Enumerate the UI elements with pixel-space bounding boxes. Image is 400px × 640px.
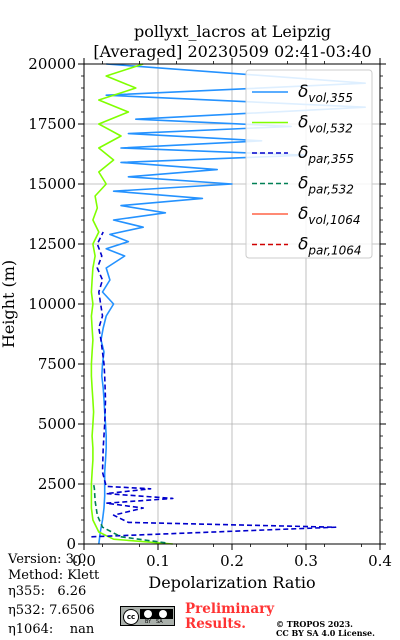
series-line-par-532 — [92, 483, 166, 544]
info-method: Method: Klett — [8, 568, 100, 583]
series-line-par-355 — [91, 231, 337, 538]
x-tick-label: 0.2 — [220, 552, 244, 570]
y-tick-label: 10000 — [28, 295, 76, 313]
info-eta1064: η1064: nan — [8, 622, 95, 637]
y-tick-label: 7500 — [38, 355, 76, 373]
cc-license-icon: cc BY SA — [120, 606, 175, 626]
x-tick-label: 0.3 — [294, 552, 318, 570]
preliminary-line2: Results. — [185, 616, 246, 632]
copyright-line1: © TROPOS 2023. — [276, 619, 353, 629]
preliminary-results-note: Preliminary Results. — [185, 602, 274, 632]
x-axis-label: Depolarization Ratio — [148, 573, 315, 592]
legend-entry: δvol,1064 — [298, 204, 361, 227]
y-axis-label: Height (m) — [0, 260, 18, 348]
legend-entry: δvol,355 — [298, 82, 353, 105]
legend-entry: δpar,532 — [298, 174, 354, 197]
series-line-vol-532 — [90, 63, 173, 545]
y-tick-label: 0 — [66, 535, 76, 553]
preliminary-line1: Preliminary — [185, 601, 275, 617]
y-tick-label: 20000 — [28, 55, 76, 73]
series-line-vol-355 — [98, 63, 367, 545]
copyright-note: © TROPOS 2023. CC BY SA 4.0 License. — [276, 620, 375, 638]
y-tick-label: 5000 — [38, 415, 76, 433]
chart-title-line2: [Averaged] 20230509 02:41-03:40 — [93, 42, 372, 61]
x-tick-label: 0.0 — [72, 552, 96, 570]
x-tick-label: 0.4 — [368, 552, 392, 570]
chart-title-line1: pollyxt_lacros at Leipzig — [133, 22, 332, 41]
info-version: Version: 3.0 — [8, 552, 87, 567]
info-eta532: η532: 7.6506 — [8, 603, 95, 618]
legend-entry: δpar,355 — [298, 143, 354, 166]
legend-box — [245, 69, 373, 259]
y-tick-label: 15000 — [28, 175, 76, 193]
info-eta355: η355: 6.26 — [8, 584, 87, 599]
y-tick-label: 17500 — [28, 115, 76, 133]
legend-entry: δvol,532 — [298, 113, 353, 136]
y-tick-label: 2500 — [38, 475, 76, 493]
legend-entry: δpar,1064 — [298, 235, 362, 258]
copyright-line2: CC BY SA 4.0 License. — [276, 628, 375, 638]
axes-frame — [83, 63, 381, 545]
x-tick-label: 0.1 — [146, 552, 170, 570]
y-tick-label: 12500 — [28, 235, 76, 253]
